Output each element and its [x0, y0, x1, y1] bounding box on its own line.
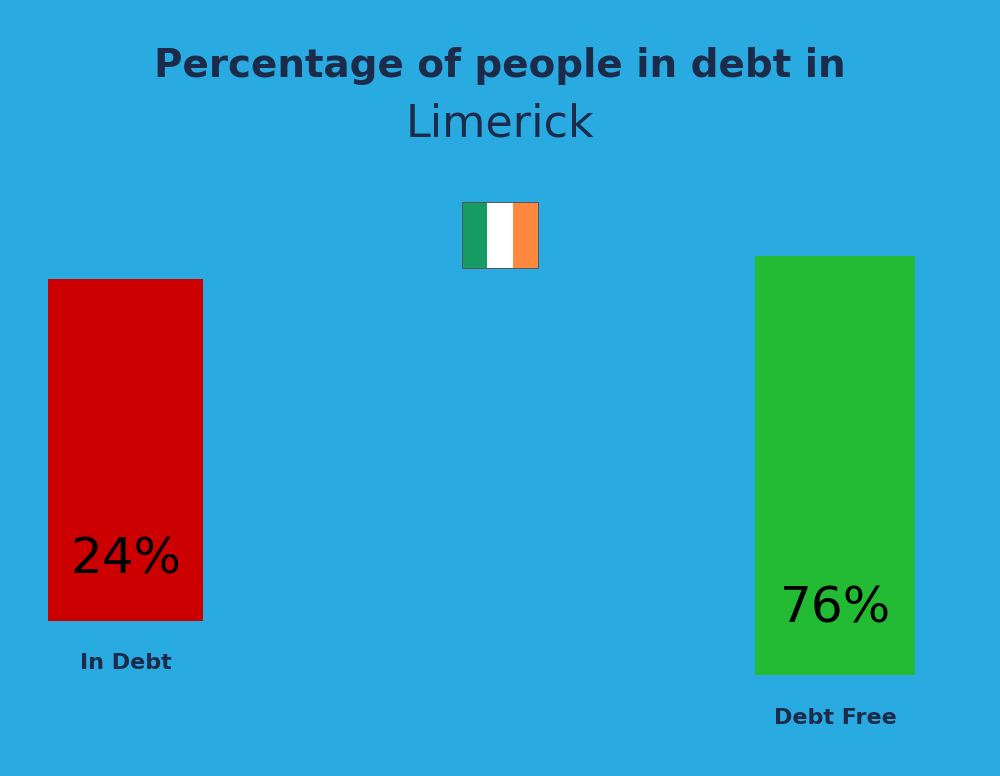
Bar	[487, 202, 513, 268]
Text: Debt Free: Debt Free	[774, 708, 896, 728]
Bar	[462, 202, 538, 268]
Bar	[755, 256, 915, 675]
Text: 24%: 24%	[70, 535, 181, 584]
Bar	[513, 202, 538, 268]
Bar	[48, 279, 203, 621]
Bar	[462, 202, 487, 268]
Text: In Debt: In Debt	[80, 653, 171, 674]
Text: 76%: 76%	[779, 584, 891, 632]
Text: Percentage of people in debt in: Percentage of people in debt in	[154, 47, 846, 85]
Text: Limerick: Limerick	[406, 102, 594, 146]
